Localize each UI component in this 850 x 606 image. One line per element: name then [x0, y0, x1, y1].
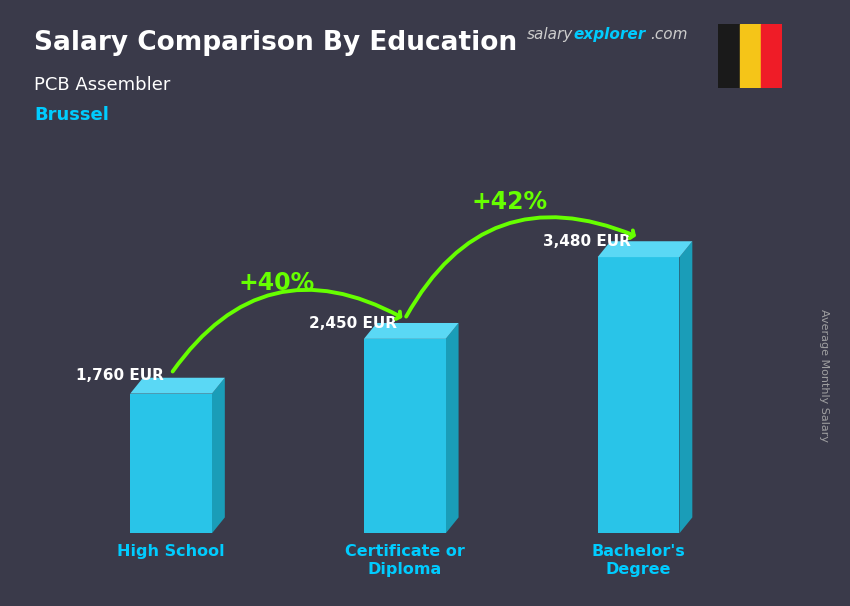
FancyBboxPatch shape — [364, 339, 445, 533]
Polygon shape — [364, 323, 459, 339]
Text: 1,760 EUR: 1,760 EUR — [76, 367, 163, 382]
FancyBboxPatch shape — [598, 257, 679, 533]
Bar — [761, 24, 782, 88]
Text: explorer: explorer — [574, 27, 646, 42]
Polygon shape — [445, 323, 459, 533]
FancyBboxPatch shape — [130, 394, 212, 533]
Text: PCB Assembler: PCB Assembler — [34, 76, 170, 94]
Bar — [718, 24, 740, 88]
Polygon shape — [212, 378, 224, 533]
Text: Salary Comparison By Education: Salary Comparison By Education — [34, 30, 517, 56]
Text: 2,450 EUR: 2,450 EUR — [309, 316, 398, 331]
Text: +40%: +40% — [238, 271, 314, 295]
Polygon shape — [679, 241, 692, 533]
Polygon shape — [598, 241, 692, 257]
Text: Brussel: Brussel — [34, 106, 109, 124]
Bar — [740, 24, 761, 88]
Text: salary: salary — [527, 27, 573, 42]
Text: 3,480 EUR: 3,480 EUR — [543, 234, 631, 249]
Text: .com: .com — [650, 27, 688, 42]
Text: Average Monthly Salary: Average Monthly Salary — [819, 309, 829, 442]
Polygon shape — [130, 378, 224, 394]
Text: +42%: +42% — [472, 190, 548, 213]
